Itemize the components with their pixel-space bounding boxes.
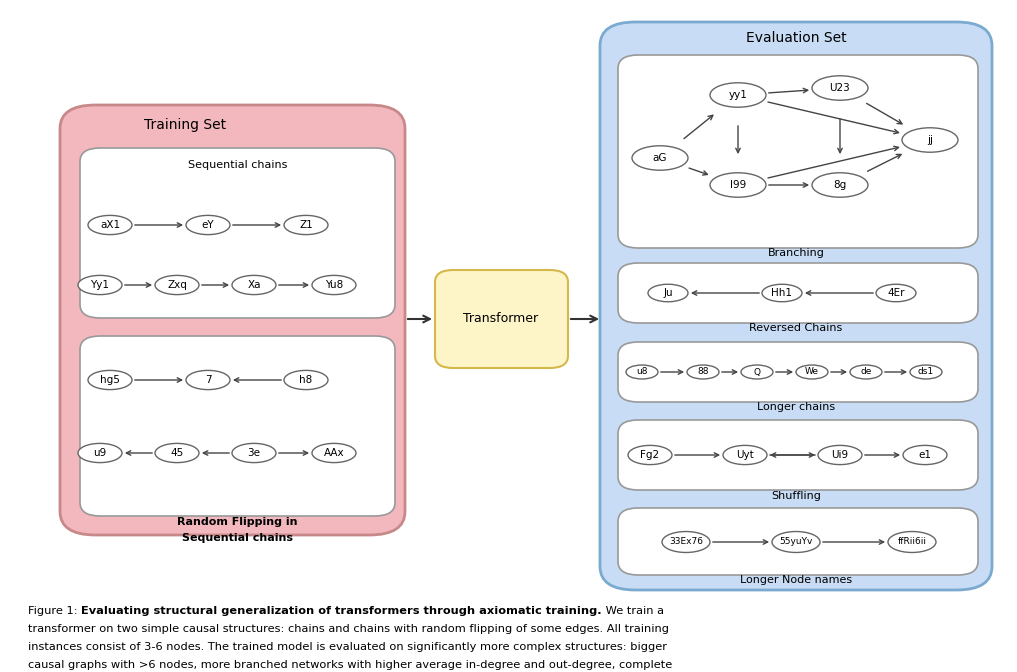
Text: Yu8: Yu8 bbox=[324, 280, 343, 290]
Ellipse shape bbox=[78, 444, 122, 462]
Text: Training Set: Training Set bbox=[144, 118, 226, 132]
Ellipse shape bbox=[902, 128, 958, 153]
Text: aX1: aX1 bbox=[100, 220, 120, 230]
FancyBboxPatch shape bbox=[60, 105, 405, 535]
Ellipse shape bbox=[772, 532, 820, 552]
Text: Yy1: Yy1 bbox=[91, 280, 110, 290]
Ellipse shape bbox=[762, 284, 802, 302]
Text: u8: u8 bbox=[637, 368, 648, 376]
Ellipse shape bbox=[186, 216, 230, 235]
Text: Zxq: Zxq bbox=[167, 280, 187, 290]
Ellipse shape bbox=[723, 446, 767, 464]
Ellipse shape bbox=[88, 216, 132, 235]
Ellipse shape bbox=[626, 365, 658, 379]
Text: Uyt: Uyt bbox=[736, 450, 754, 460]
Ellipse shape bbox=[284, 370, 328, 390]
Text: We train a: We train a bbox=[602, 606, 664, 616]
Text: h8: h8 bbox=[299, 375, 312, 385]
Text: e1: e1 bbox=[918, 450, 932, 460]
Text: instances consist of 3-6 nodes. The trained model is evaluated on significantly : instances consist of 3-6 nodes. The trai… bbox=[28, 642, 667, 652]
Text: yy1: yy1 bbox=[728, 90, 747, 100]
Text: Branching: Branching bbox=[768, 248, 825, 258]
Ellipse shape bbox=[850, 365, 882, 379]
Ellipse shape bbox=[710, 83, 766, 108]
Text: u9: u9 bbox=[94, 448, 107, 458]
FancyBboxPatch shape bbox=[618, 55, 978, 248]
Ellipse shape bbox=[796, 365, 828, 379]
Ellipse shape bbox=[629, 446, 672, 464]
Ellipse shape bbox=[662, 532, 710, 552]
Text: 7: 7 bbox=[204, 375, 212, 385]
Ellipse shape bbox=[687, 365, 719, 379]
Text: Ju: Ju bbox=[663, 288, 673, 298]
Text: Reversed Chains: Reversed Chains bbox=[750, 323, 843, 333]
Text: ffRii6ii: ffRii6ii bbox=[897, 538, 926, 546]
FancyBboxPatch shape bbox=[600, 22, 992, 590]
Text: Shuffling: Shuffling bbox=[771, 491, 821, 501]
FancyBboxPatch shape bbox=[618, 420, 978, 490]
Text: Longer Node names: Longer Node names bbox=[740, 575, 852, 585]
FancyBboxPatch shape bbox=[618, 342, 978, 402]
Text: Fg2: Fg2 bbox=[641, 450, 660, 460]
Text: 33Ex76: 33Ex76 bbox=[669, 538, 703, 546]
Text: Ui9: Ui9 bbox=[832, 450, 848, 460]
Text: Sequential chains: Sequential chains bbox=[181, 533, 293, 543]
Text: 55yuYv: 55yuYv bbox=[779, 538, 813, 546]
Text: Longer chains: Longer chains bbox=[757, 402, 835, 412]
FancyBboxPatch shape bbox=[80, 336, 395, 516]
Ellipse shape bbox=[78, 276, 122, 294]
Text: Evaluation Set: Evaluation Set bbox=[745, 31, 846, 45]
FancyBboxPatch shape bbox=[435, 270, 569, 368]
Text: Xa: Xa bbox=[247, 280, 260, 290]
FancyBboxPatch shape bbox=[80, 148, 395, 318]
Text: l99: l99 bbox=[730, 180, 746, 190]
Text: Z1: Z1 bbox=[299, 220, 313, 230]
Text: eY: eY bbox=[201, 220, 215, 230]
Ellipse shape bbox=[88, 370, 132, 390]
Text: jj: jj bbox=[928, 135, 933, 145]
Text: 3e: 3e bbox=[247, 448, 260, 458]
Text: causal graphs with >6 nodes, more branched networks with higher average in-degre: causal graphs with >6 nodes, more branch… bbox=[28, 660, 672, 670]
Ellipse shape bbox=[632, 146, 687, 170]
Text: Q: Q bbox=[754, 368, 761, 376]
Ellipse shape bbox=[155, 444, 199, 462]
Ellipse shape bbox=[710, 173, 766, 197]
Ellipse shape bbox=[741, 365, 773, 379]
Ellipse shape bbox=[312, 444, 356, 462]
Ellipse shape bbox=[648, 284, 687, 302]
Text: 4Er: 4Er bbox=[887, 288, 905, 298]
Text: Hh1: Hh1 bbox=[772, 288, 792, 298]
Ellipse shape bbox=[284, 216, 328, 235]
Text: Figure 1:: Figure 1: bbox=[28, 606, 81, 616]
Text: aG: aG bbox=[653, 153, 667, 163]
Text: U23: U23 bbox=[830, 83, 850, 93]
Text: 45: 45 bbox=[171, 448, 184, 458]
Text: hg5: hg5 bbox=[100, 375, 120, 385]
Ellipse shape bbox=[312, 276, 356, 294]
Text: Random Flipping in: Random Flipping in bbox=[177, 517, 297, 527]
Ellipse shape bbox=[812, 173, 868, 197]
Text: Evaluating structural generalization of transformers through axiomatic training.: Evaluating structural generalization of … bbox=[81, 606, 602, 616]
Text: ds1: ds1 bbox=[918, 368, 934, 376]
Text: 88: 88 bbox=[698, 368, 709, 376]
Ellipse shape bbox=[876, 284, 916, 302]
Text: 8g: 8g bbox=[833, 180, 846, 190]
Text: Sequential chains: Sequential chains bbox=[188, 160, 288, 170]
Ellipse shape bbox=[910, 365, 942, 379]
Ellipse shape bbox=[903, 446, 947, 464]
Ellipse shape bbox=[232, 444, 276, 462]
FancyBboxPatch shape bbox=[618, 263, 978, 323]
Ellipse shape bbox=[818, 446, 862, 464]
Ellipse shape bbox=[888, 532, 936, 552]
Text: de: de bbox=[860, 368, 872, 376]
Text: Transformer: Transformer bbox=[464, 312, 539, 325]
Text: transformer on two simple causal structures: chains and chains with random flipp: transformer on two simple causal structu… bbox=[28, 624, 669, 634]
FancyBboxPatch shape bbox=[618, 508, 978, 575]
Text: We: We bbox=[805, 368, 819, 376]
Ellipse shape bbox=[232, 276, 276, 294]
Text: AAx: AAx bbox=[323, 448, 345, 458]
Ellipse shape bbox=[155, 276, 199, 294]
Ellipse shape bbox=[812, 76, 868, 100]
Ellipse shape bbox=[186, 370, 230, 390]
